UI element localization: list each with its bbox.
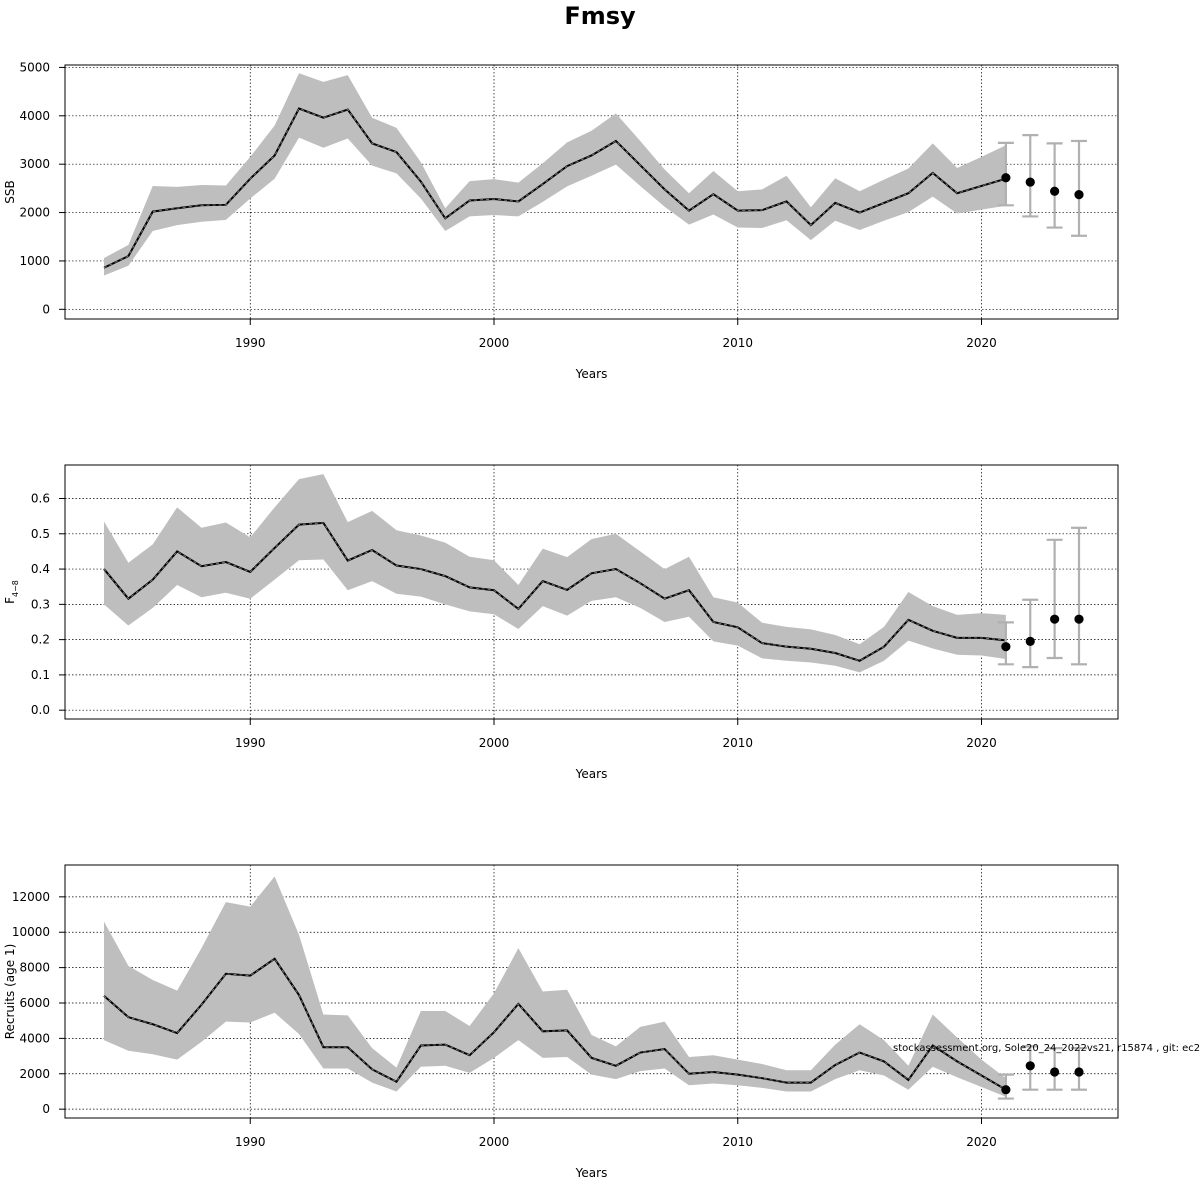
ssb-xtick-label: 2010 <box>722 336 753 350</box>
ssb-xtick-label: 1990 <box>235 336 266 350</box>
recruits-ytick-label: 8000 <box>19 961 50 975</box>
recruits-yaxis-label: Recruits (age 1) <box>3 944 17 1040</box>
f-xtick-label: 2020 <box>966 736 997 750</box>
recruits-ytick-label: 6000 <box>19 996 50 1010</box>
ssb-forecast-point <box>1025 177 1035 187</box>
ssb-xtick-label: 2020 <box>966 336 997 350</box>
ssb-panel: 1990 2000 2010 2020 0 1000 2000 3000 4000 5000 Yea… <box>3 60 1119 381</box>
ssb-ytick-label: 5000 <box>19 60 50 74</box>
ssb-estimate-dash-overlay <box>103 108 1006 269</box>
ssb-ytick-label: 1000 <box>19 254 50 268</box>
recruits-xtick-label: 2020 <box>966 1135 997 1149</box>
recruits-ytick-label: 4000 <box>19 1031 50 1045</box>
ssb-xaxis-label: Years <box>575 367 608 381</box>
ssb-ytick-label: 2000 <box>19 206 50 220</box>
f-ytick-label: 0.2 <box>31 633 50 647</box>
stockassessment-watermark: stockassessment.org, Sole20_24_2022vs21,… <box>893 1043 1200 1054</box>
ssb-forecast-point <box>1001 173 1011 183</box>
f-xtick-label: 1990 <box>235 736 266 750</box>
f-ytick-label: 0.1 <box>31 668 50 682</box>
f-yaxis-label-subscript: 4−8 <box>11 580 20 597</box>
f-ytick-label: 0.0 <box>31 703 50 717</box>
f-forecast-point <box>1074 614 1084 624</box>
recruits-forecast-point <box>1025 1061 1035 1071</box>
recruits-ytick-label: 12000 <box>12 890 50 904</box>
recruits-yaxis-label-main: Recruits (age 1) <box>3 944 17 1040</box>
recruits-xaxis-label: Years <box>575 1166 608 1180</box>
f-yaxis-label-main: F <box>3 597 17 604</box>
ssb-forecast-point <box>1050 186 1060 196</box>
f-ytick-label: 0.4 <box>31 562 50 576</box>
ssb-xtick-label: 2000 <box>479 336 510 350</box>
recruits-xtick-label: 1990 <box>235 1135 266 1149</box>
fishing-mortality-panel: 1990 2000 2010 2020 0.0 0.1 0.2 0.3 0.4 0.5 0.6 Yea… <box>3 464 1119 781</box>
f-plot-frame <box>64 464 1119 720</box>
f-ytick-label: 0.3 <box>31 597 50 611</box>
f-ytick-label: 0.6 <box>31 492 50 506</box>
recruits-plot-frame <box>64 864 1119 1119</box>
f-forecast-point <box>1001 642 1011 652</box>
f-forecast-point <box>1050 614 1060 624</box>
f-ytick-label: 0.5 <box>31 527 50 541</box>
ssb-plot-frame <box>64 64 1119 320</box>
recruits-forecast-point <box>1074 1067 1084 1077</box>
f-xtick-label: 2010 <box>722 736 753 750</box>
f-yaxis-label: F4−8 <box>3 580 20 604</box>
ssb-yaxis-label-main: SSB <box>3 180 17 203</box>
recruits-confidence-band <box>104 876 1006 1097</box>
ssb-ytick-label: 3000 <box>19 157 50 171</box>
recruits-forecast-point <box>1050 1067 1060 1077</box>
f-forecast-point <box>1025 636 1035 646</box>
f-estimate-dash-overlay <box>103 522 1006 662</box>
recruits-ytick-label: 10000 <box>12 925 50 939</box>
recruits-ytick-label: 0 <box>42 1102 50 1116</box>
recruits-xtick-label: 2000 <box>479 1135 510 1149</box>
ssb-forecast-point <box>1074 190 1084 200</box>
f-xtick-label: 2000 <box>479 736 510 750</box>
f-confidence-band <box>104 474 1006 673</box>
ssb-yaxis-label: SSB <box>3 180 17 203</box>
figure-title: Fmsy <box>564 2 636 30</box>
ssb-ytick-label: 4000 <box>19 109 50 123</box>
ssb-ytick-label: 0 <box>42 302 50 316</box>
recruits-estimate-dash-overlay <box>103 958 1007 1091</box>
recruits-panel: 1990 2000 2010 2020 0 2000 4000 6000 8000 10000 12… <box>3 864 1119 1180</box>
recruits-ytick-label: 2000 <box>19 1067 50 1081</box>
recruits-forecast-point <box>1001 1085 1011 1095</box>
recruits-xtick-label: 2010 <box>722 1135 753 1149</box>
f-xaxis-label: Years <box>575 767 608 781</box>
